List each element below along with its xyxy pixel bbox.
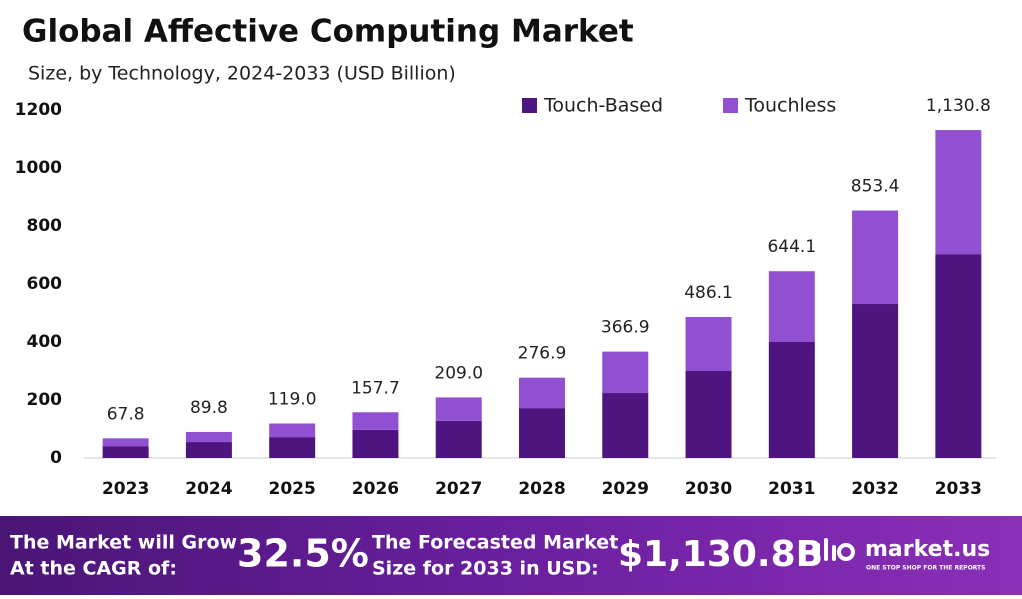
bar-segment bbox=[602, 393, 649, 458]
total-label: 1,130.8 bbox=[926, 96, 991, 116]
total-label: 157.7 bbox=[351, 378, 400, 398]
bar-segment bbox=[435, 420, 482, 458]
cagr-value: 32.5% bbox=[237, 532, 369, 576]
forecast-value: $1,130.8B bbox=[618, 534, 823, 575]
bar-segment bbox=[185, 431, 232, 443]
legend-swatch bbox=[723, 98, 738, 113]
total-label: 67.8 bbox=[107, 404, 145, 424]
bar-segment bbox=[352, 429, 399, 458]
bar-segment bbox=[852, 304, 899, 458]
bar-segment bbox=[519, 377, 565, 409]
bar-segment bbox=[102, 446, 149, 458]
bar-segment bbox=[768, 271, 815, 342]
bar-segment bbox=[685, 371, 732, 458]
banner-text: The Forecasted Market bbox=[372, 532, 618, 554]
total-label: 644.1 bbox=[767, 237, 816, 257]
bar-segment bbox=[269, 437, 316, 458]
bar-segment bbox=[935, 130, 982, 255]
total-label: 89.8 bbox=[190, 398, 228, 418]
bar-segment bbox=[185, 442, 232, 458]
x-tick-label: 2024 bbox=[185, 479, 232, 499]
x-tick-label: 2031 bbox=[768, 479, 815, 499]
bar-segment bbox=[852, 210, 899, 305]
bar-segment bbox=[269, 423, 316, 438]
total-label: 119.0 bbox=[268, 389, 317, 409]
bar-segment bbox=[435, 397, 482, 421]
y-tick-label: 1200 bbox=[15, 100, 62, 120]
total-label: 486.1 bbox=[684, 283, 733, 303]
banner-text: At the CAGR of: bbox=[10, 558, 177, 580]
y-tick-label: 600 bbox=[27, 274, 63, 294]
legend-swatch bbox=[522, 98, 537, 113]
bar-segment bbox=[602, 351, 649, 394]
brand: market.us bbox=[865, 537, 990, 562]
total-label: 276.9 bbox=[518, 344, 567, 364]
y-tick-label: 0 bbox=[50, 448, 62, 468]
bar-segment bbox=[935, 254, 982, 458]
x-tick-label: 2029 bbox=[602, 479, 649, 499]
x-tick-label: 2033 bbox=[935, 479, 982, 499]
y-tick-label: 200 bbox=[27, 390, 63, 410]
x-tick-label: 2030 bbox=[685, 479, 732, 499]
bar-segment bbox=[768, 342, 815, 458]
y-tick-label: 800 bbox=[27, 216, 63, 236]
chart-title: Global Affective Computing Market bbox=[22, 14, 634, 50]
x-tick-label: 2025 bbox=[269, 479, 316, 499]
banner-text: Size for 2033 in USD: bbox=[372, 558, 599, 580]
x-tick-label: 2026 bbox=[352, 479, 399, 499]
x-tick-label: 2028 bbox=[518, 479, 565, 499]
legend-label: Touch-Based bbox=[543, 95, 663, 117]
y-tick-label: 1000 bbox=[15, 158, 62, 178]
total-label: 853.4 bbox=[851, 177, 900, 197]
brand-logo bbox=[816, 538, 855, 561]
x-tick-label: 2023 bbox=[102, 479, 149, 499]
y-tick-label: 400 bbox=[27, 332, 63, 352]
tagline: ONE STOP SHOP FOR THE REPORTS bbox=[866, 565, 985, 572]
bar-segment bbox=[352, 412, 399, 430]
x-tick-label: 2027 bbox=[435, 479, 482, 499]
banner-text: The Market will Grow bbox=[10, 532, 237, 554]
total-label: 209.0 bbox=[434, 363, 483, 383]
bar-segment bbox=[102, 438, 149, 447]
bar-segment bbox=[685, 317, 732, 371]
bar-segment bbox=[519, 408, 565, 458]
x-tick-label: 2032 bbox=[851, 479, 898, 499]
chart-subtitle: Size, by Technology, 2024-2033 (USD Bill… bbox=[28, 63, 456, 85]
total-label: 366.9 bbox=[601, 318, 650, 338]
legend-label: Touchless bbox=[744, 95, 836, 117]
